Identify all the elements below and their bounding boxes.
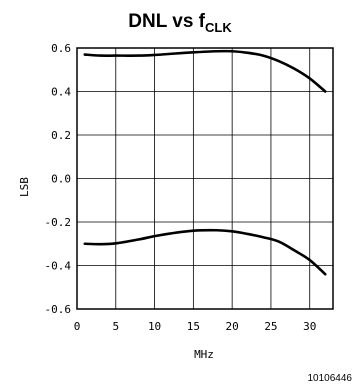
y-tick-label: 0.4 bbox=[51, 86, 71, 99]
x-tick-label: 25 bbox=[264, 320, 277, 333]
plot-frame bbox=[76, 47, 334, 310]
series-group bbox=[83, 49, 327, 276]
figure-code: 10106446 bbox=[308, 373, 353, 384]
x-tick-label: 5 bbox=[112, 320, 119, 333]
y-tick-label: 0.0 bbox=[51, 173, 71, 186]
x-tick-label: 30 bbox=[303, 320, 316, 333]
x-tick-label: 20 bbox=[226, 320, 239, 333]
lower-dnl-curve bbox=[83, 228, 327, 276]
upper-dnl-curve bbox=[83, 49, 327, 93]
x-tick-label: 15 bbox=[187, 320, 200, 333]
x-axis-label: MHz bbox=[194, 348, 214, 361]
y-tick-label: 0.6 bbox=[51, 42, 71, 55]
y-tick-label: -0.4 bbox=[45, 260, 72, 273]
grid bbox=[76, 47, 333, 310]
y-tick-labels: 0.6 0.4 0.2 0.0 -0.2 -0.4 -0.6 bbox=[45, 42, 72, 316]
y-tick-label: 0.2 bbox=[51, 129, 71, 142]
x-tick-label: 0 bbox=[74, 320, 81, 333]
chart-title: DNL vs fCLK bbox=[128, 11, 232, 35]
x-tick-label: 10 bbox=[148, 320, 161, 333]
y-tick-label: -0.2 bbox=[45, 216, 72, 229]
y-tick-label: -0.6 bbox=[45, 303, 72, 316]
x-tick-labels: 0 5 10 15 20 25 30 bbox=[74, 320, 317, 333]
y-axis-label: LSB bbox=[18, 177, 31, 197]
